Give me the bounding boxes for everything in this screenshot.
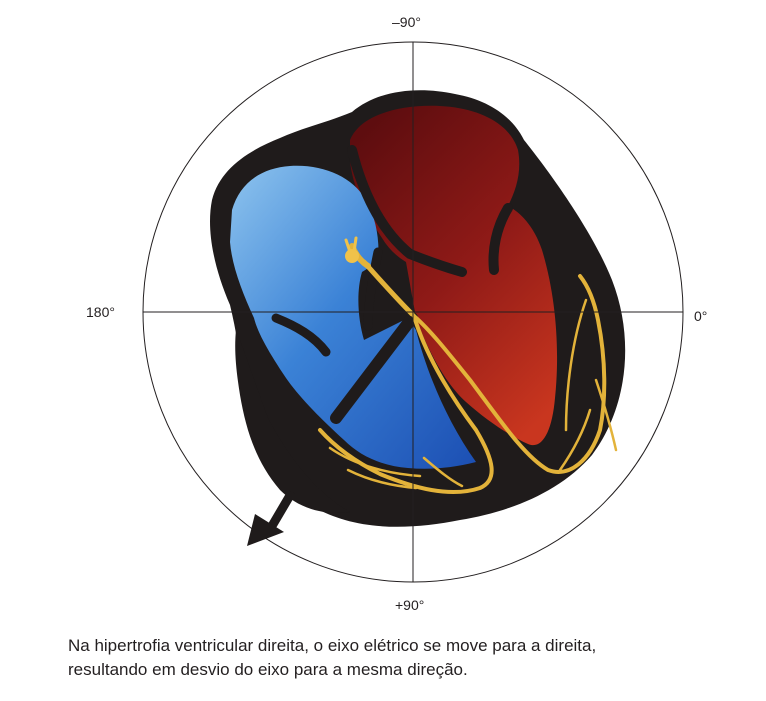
axis-label-0: 0°	[694, 308, 708, 324]
purkinje-fibers-right	[328, 446, 464, 490]
interventricular-septum	[330, 312, 418, 424]
outer-wall-left	[235, 330, 350, 513]
internodal-pathway	[361, 259, 415, 317]
papillary-muscle	[488, 203, 513, 275]
sa-node-cap	[345, 249, 359, 263]
sa-node-tips	[344, 236, 358, 254]
electrical-axis-arrow-shaft	[268, 489, 296, 529]
axis-label-180: 180°	[86, 304, 115, 320]
hexaxial-heart-diagram	[142, 41, 684, 583]
left-bundle-branch	[412, 274, 607, 474]
valve-flap-right	[271, 313, 331, 357]
left-ventricle	[350, 105, 558, 446]
right-ventricle	[230, 165, 476, 469]
purkinje-fibers-left	[558, 298, 618, 472]
atrial-wall	[347, 145, 467, 277]
caption-line-1: Na hipertrofia ventricular direita, o ei…	[68, 636, 597, 655]
axis-label-minus-90: –90°	[392, 14, 421, 30]
valve-flap-left	[363, 247, 383, 331]
conduction-system	[318, 243, 618, 495]
caption-line-2: resultando em desvio do eixo para a mesm…	[68, 660, 468, 679]
figure-caption: Na hipertrofia ventricular direita, o ei…	[68, 634, 748, 682]
axis-label-plus-90: +90°	[395, 597, 425, 613]
electrical-axis-arrow-head	[247, 514, 284, 546]
